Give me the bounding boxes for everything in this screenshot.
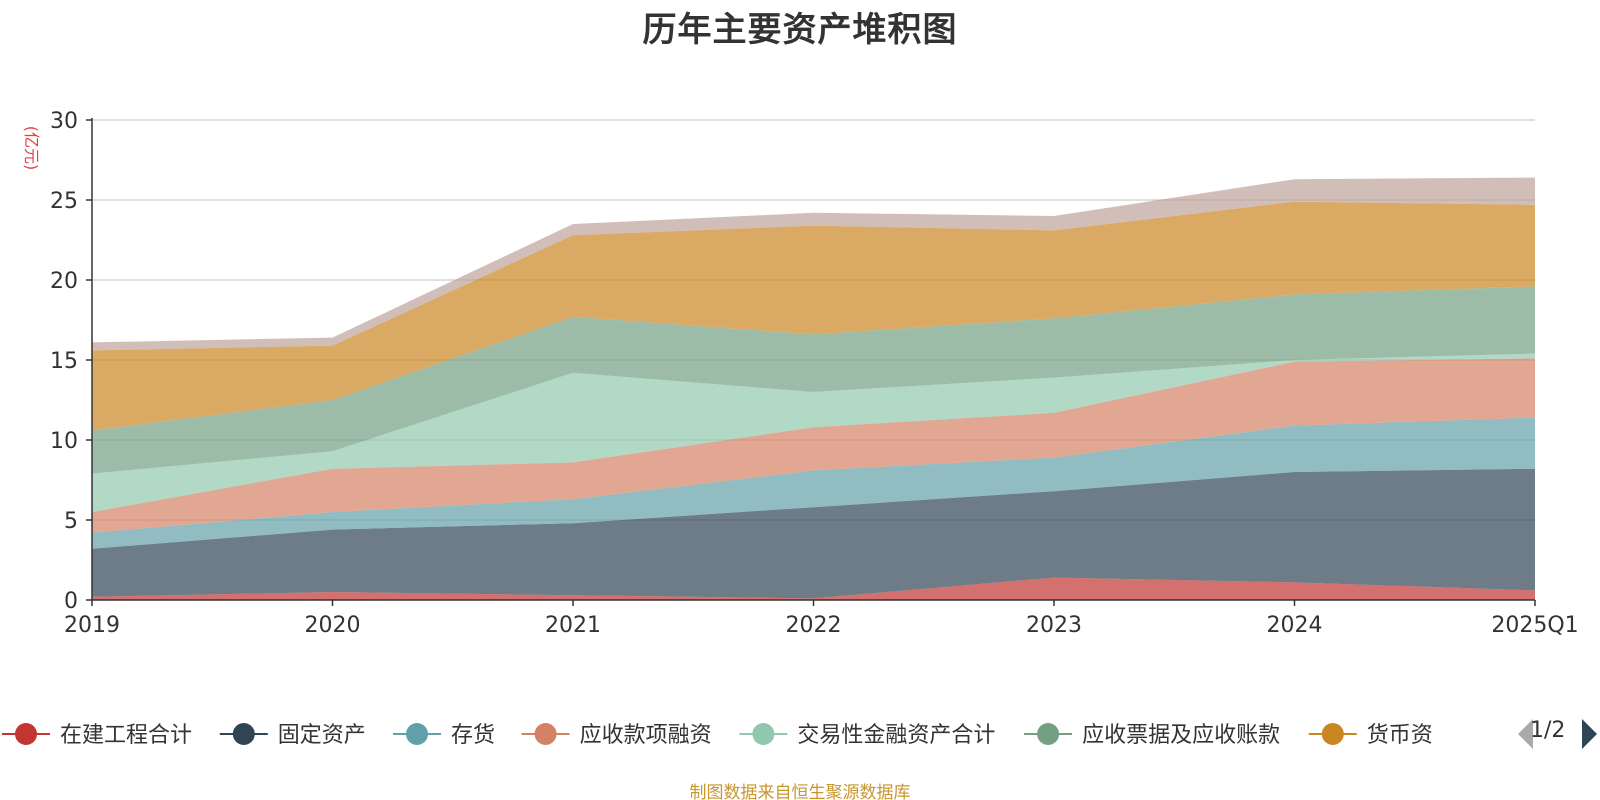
triangle-right-icon[interactable] [1582,719,1597,749]
y-tick-label: 10 [50,429,78,454]
legend-page-indicator: 1/2 [1530,718,1566,743]
legend-label: 固定资产 [278,723,366,748]
legend-marker [15,723,37,745]
y-tick-label: 5 [64,509,78,534]
x-tick-label: 2023 [1026,613,1082,638]
y-tick-label: 30 [50,109,78,134]
legend-marker [534,723,557,745]
x-tick-label: 2021 [545,613,601,638]
x-tick-label: 2024 [1267,613,1323,638]
area-应收票据及应收账款 [92,286,1535,474]
legend-marker [1321,723,1344,745]
axis-layer: 0 5 10 15 20 25 30 (亿元) 2019 2020 2021 2022 2023 2024… [22,109,1579,638]
area-固定资产 [92,468,1535,599]
legend-item[interactable]: 存货 [393,723,495,748]
area-应收款项融资 [92,358,1535,533]
area-存货 [92,417,1535,549]
y-tick-label: 25 [50,189,78,214]
y-tick-label: 15 [50,349,78,374]
legend-label: 存货 [451,723,495,748]
legend-marker [1037,723,1060,745]
legend-marker [232,723,255,745]
y-axis-unit-label: (亿元) [22,126,41,171]
legend-item[interactable]: 固定资产 [219,723,366,748]
x-tick-label: 2019 [64,613,120,638]
area-货币资金 [92,201,1535,431]
legend-marker [406,723,428,745]
triangle-left-icon[interactable] [1518,719,1533,749]
legend[interactable]: 在建工程合计 固定资产 存货 应收款项融资 交易性金融资产合计 应收票据及应收账款 货币资 [2,719,1597,749]
legend-item[interactable]: 货币资 [1308,723,1433,748]
legend-label: 在建工程合计 [60,723,192,748]
legend-label: 交易性金融资产合计 [797,723,995,748]
x-tick-label: 2025Q1 [1491,613,1578,638]
y-tick-label: 20 [50,269,78,294]
legend-item[interactable]: 交易性金融资产合计 [739,723,995,748]
legend-item[interactable]: 在建工程合计 [2,723,192,748]
legend-label: 应收款项融资 [580,723,712,748]
x-tick-label: 2020 [305,613,361,638]
legend-marker [752,723,775,745]
x-tick-label: 2022 [786,613,842,638]
chart-title: 历年主要资产堆积图 [642,10,958,50]
area-layer [92,177,1535,600]
legend-label: 应收票据及应收账款 [1082,723,1280,748]
area-其他 [92,177,1535,351]
legend-item[interactable]: 应收票据及应收账款 [1024,723,1280,748]
area-在建工程合计 [92,577,1535,600]
legend-label: 货币资 [1367,723,1433,748]
y-tick-label: 0 [64,589,78,614]
legend-item[interactable]: 应收款项融资 [521,723,712,748]
footer-source: 制图数据来自恒生聚源数据库 [689,783,911,800]
